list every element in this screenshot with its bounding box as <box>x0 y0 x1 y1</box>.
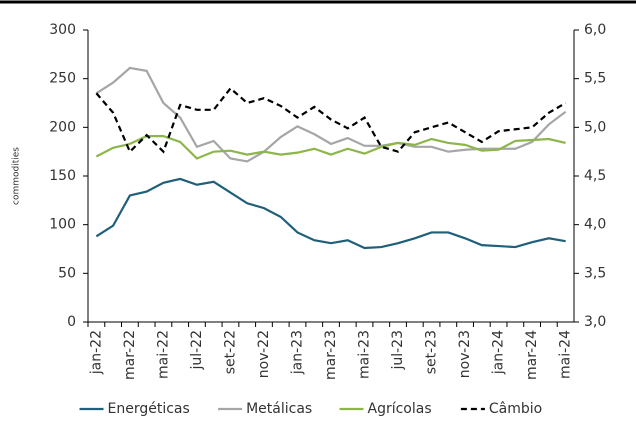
y-axis-label: commodities <box>12 147 22 205</box>
y2-tick-label: 4,0 <box>584 217 606 233</box>
legend-label: Energéticas <box>108 401 190 417</box>
series-line <box>95 177 566 250</box>
y2-tick-label: 4,5 <box>584 168 606 184</box>
y2-tick-label: 5,0 <box>584 119 606 135</box>
x-tick-label: jan-22 <box>88 330 104 375</box>
legend-label: Metálicas <box>246 401 312 417</box>
x-tick-label: mar-24 <box>524 330 540 380</box>
x-tick-label: mai-23 <box>357 330 373 379</box>
x-tick-label: jan-23 <box>289 330 305 375</box>
x-tick-label: nov-22 <box>256 330 272 378</box>
y-tick-label: 0 <box>67 314 76 330</box>
x-tick-label: mai-22 <box>155 330 171 379</box>
x-tick-label: set-22 <box>222 330 238 374</box>
y-tick-label: 150 <box>49 168 76 184</box>
series-line <box>95 86 567 154</box>
x-tick-label: mai-24 <box>558 330 574 379</box>
x-tick-label: jul-23 <box>390 330 406 371</box>
y-tick-label: 300 <box>49 22 76 38</box>
x-tick-label: jan-24 <box>491 330 507 375</box>
x-tick-label: mar-22 <box>122 330 138 380</box>
x-tick-label: mar-23 <box>323 330 339 380</box>
series-line <box>95 134 566 160</box>
y2-tick-label: 3,5 <box>584 265 606 281</box>
y-tick-label: 100 <box>49 217 76 233</box>
y-tick-label: 50 <box>58 265 76 281</box>
y-tick-label: 200 <box>49 119 76 135</box>
legend-label: Câmbio <box>489 401 542 417</box>
x-tick-label: jul-22 <box>189 330 205 371</box>
y2-tick-label: 6,0 <box>584 22 606 38</box>
x-tick-label: nov-23 <box>457 330 473 378</box>
x-tick-label: set-23 <box>424 330 440 374</box>
y2-tick-label: 5,5 <box>584 71 606 87</box>
y-tick-label: 250 <box>49 71 76 87</box>
legend-label: Agrícolas <box>368 401 432 417</box>
series-line <box>95 66 567 163</box>
y2-tick-label: 3,0 <box>584 314 606 330</box>
